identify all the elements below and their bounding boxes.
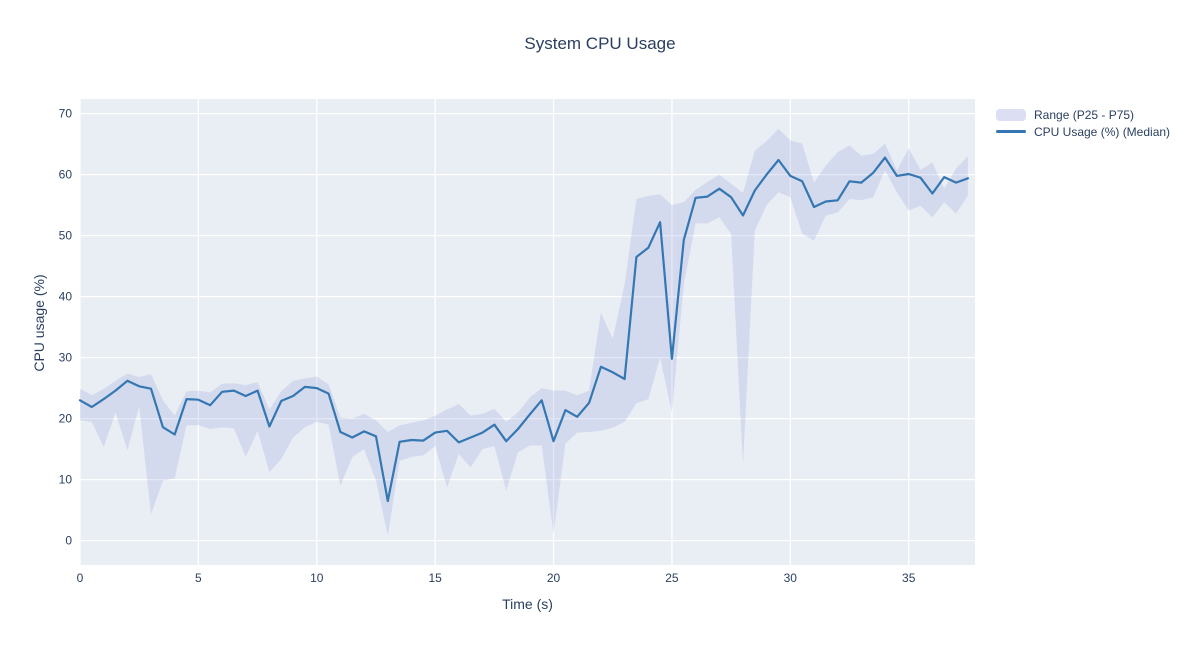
chart-title: System CPU Usage	[524, 34, 676, 53]
y-tick-label: 0	[65, 534, 72, 548]
legend-item-median[interactable]: CPU Usage (%) (Median)	[996, 123, 1170, 140]
x-tick-label: 25	[665, 571, 679, 585]
y-tick-label: 40	[59, 290, 73, 304]
x-tick-label: 15	[428, 571, 442, 585]
y-tick-label: 20	[59, 412, 73, 426]
x-tick-label: 35	[902, 571, 916, 585]
x-tick-label: 10	[310, 571, 324, 585]
y-tick-label: 50	[59, 229, 73, 243]
legend-item-range[interactable]: Range (P25 - P75)	[996, 106, 1170, 123]
y-tick-label: 70	[59, 107, 73, 121]
median-line	[78, 156, 969, 503]
band-swatch-icon	[996, 108, 1026, 121]
y-tick-label: 10	[59, 473, 73, 487]
line-swatch-icon	[996, 130, 1026, 133]
x-tick-label: 20	[547, 571, 561, 585]
y-tick-label: 30	[59, 351, 73, 365]
legend: Range (P25 - P75) CPU Usage (%) (Median)	[996, 106, 1170, 140]
y-tick-label: 60	[59, 168, 73, 182]
legend-label-range: Range (P25 - P75)	[1034, 107, 1135, 122]
x-tick-label: 30	[784, 571, 798, 585]
p25-p75-band	[80, 128, 968, 536]
y-axis-title: CPU usage (%)	[31, 274, 47, 372]
plot-area[interactable]	[80, 99, 975, 565]
x-tick-label: 0	[77, 571, 84, 585]
x-tick-label: 5	[195, 571, 202, 585]
x-axis-title: Time (s)	[502, 596, 553, 612]
legend-label-median: CPU Usage (%) (Median)	[1034, 124, 1171, 139]
